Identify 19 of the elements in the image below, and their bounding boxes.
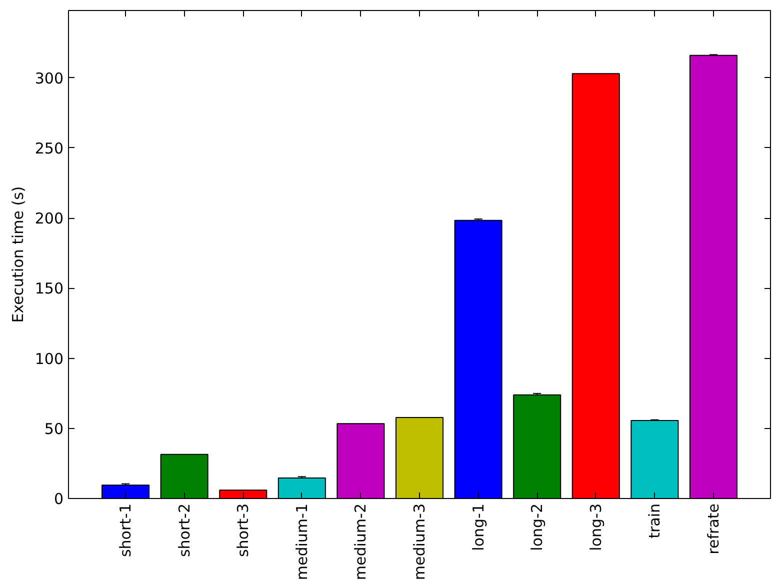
x-tick-label: long-2 xyxy=(528,503,546,551)
x-tick-label: short-1 xyxy=(116,503,135,558)
x-tick-label: medium-1 xyxy=(292,503,311,580)
y-tick-label: 250 xyxy=(34,139,64,158)
y-tick-label: 300 xyxy=(34,69,64,88)
x-tick-label: short-3 xyxy=(234,503,252,558)
x-tick-label: long-1 xyxy=(469,503,488,551)
y-axis-title: Execution time (s) xyxy=(8,186,27,323)
y-tick-label: 0 xyxy=(54,490,64,508)
x-tick-label: short-2 xyxy=(175,503,194,558)
x-tick-label: train xyxy=(646,503,664,538)
x-tick-label: long-3 xyxy=(586,503,605,551)
y-tick-label: 50 xyxy=(44,420,64,438)
x-tick-label: medium-3 xyxy=(410,503,428,580)
y-tick-label: 100 xyxy=(34,350,64,368)
x-tick-label: refrate xyxy=(704,503,722,554)
x-tick-label: medium-2 xyxy=(352,503,370,580)
y-tick-label: 150 xyxy=(34,280,64,298)
y-tick-label: 200 xyxy=(34,210,64,228)
